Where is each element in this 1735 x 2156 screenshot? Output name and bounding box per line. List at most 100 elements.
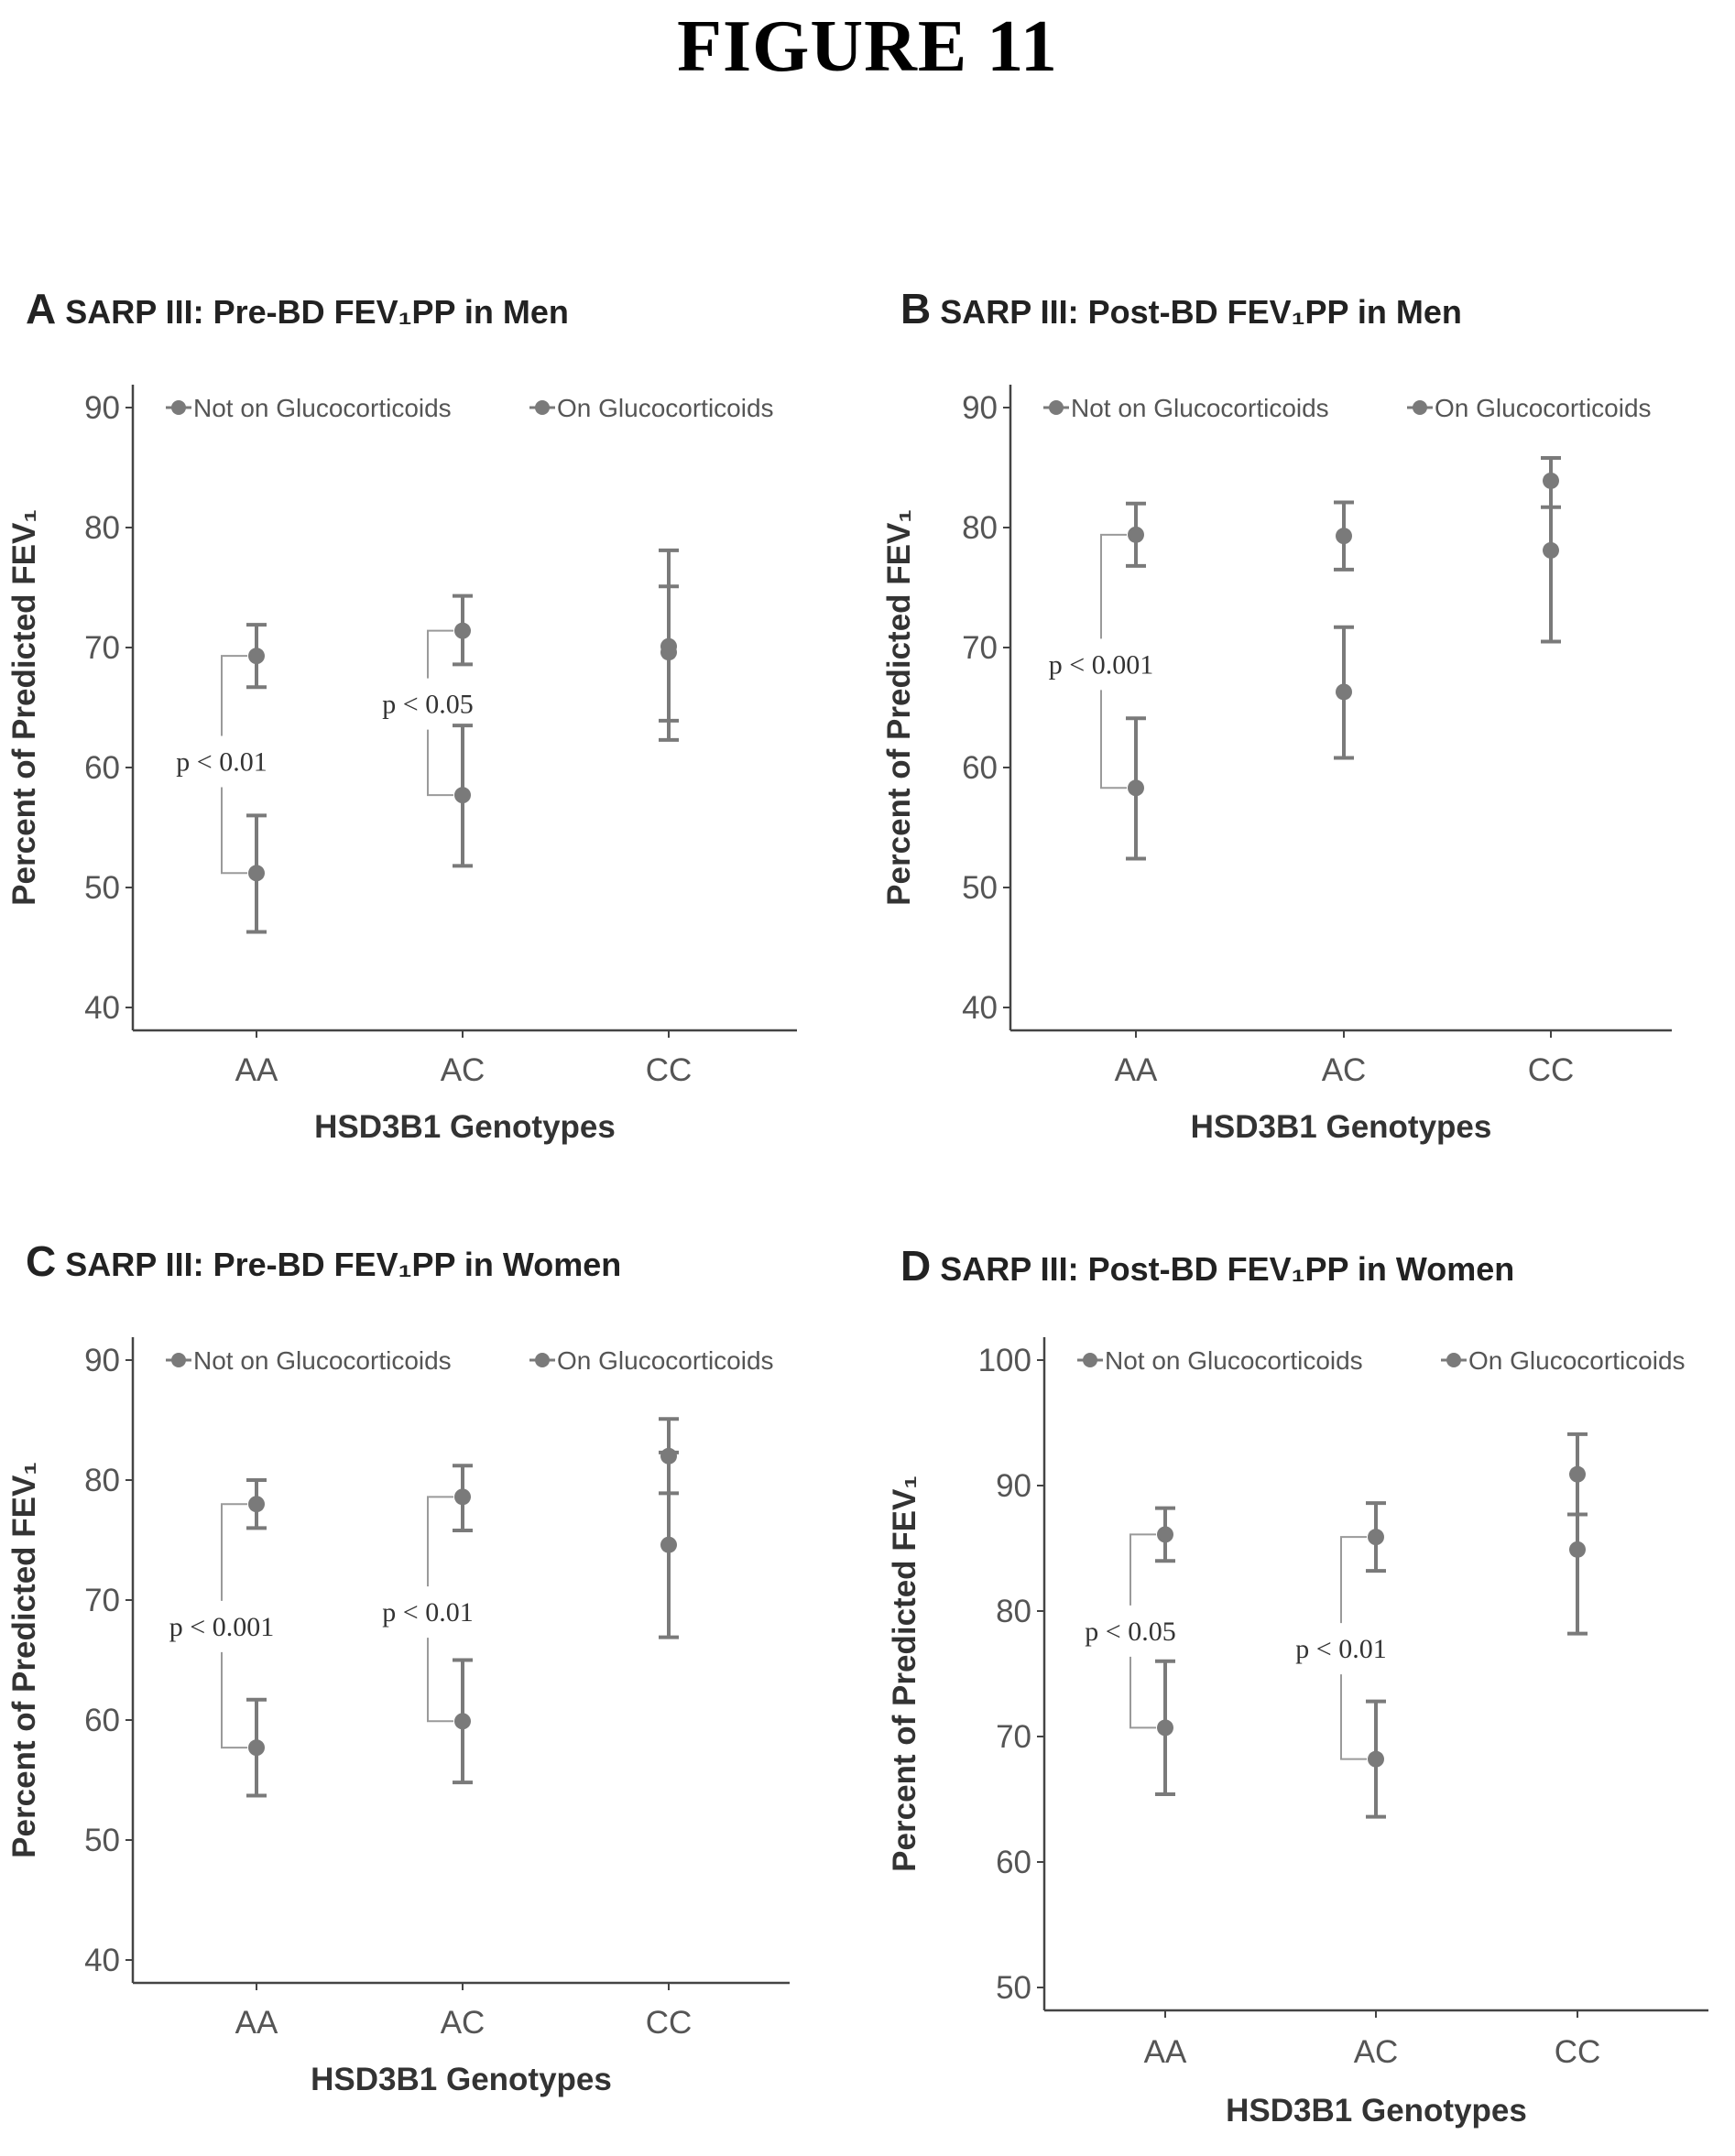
data-point — [1368, 1529, 1384, 1546]
y-tick-label: 80 — [962, 510, 998, 546]
panel-a-title-text: SARP III: Pre-BD FEV₁PP in Men — [65, 293, 569, 331]
data-point — [1368, 1750, 1384, 1768]
y-axis-title: Percent of Predicted FEV₁ — [6, 1462, 42, 1858]
x-tick-label: CC — [646, 1052, 693, 1088]
panel-c-letter: C — [26, 1237, 57, 1285]
significance-label: p < 0.01 — [1295, 1634, 1386, 1664]
significance-bracket — [221, 1503, 247, 1749]
legend-key-marker — [1049, 400, 1064, 415]
x-tick-label: AC — [441, 1052, 486, 1088]
significance-bracket — [1100, 533, 1127, 789]
panel-c-chart: 40 50 60 70 80 90 AA AC CC HSD3B1 Genotypes Percen… — [6, 1337, 790, 2097]
x-axis-title: HSD3B1 Genotypes — [311, 2062, 612, 2097]
y-tick-label: 60 — [84, 750, 120, 786]
y-tick-label: 60 — [962, 750, 998, 786]
x-tick-label: CC — [1528, 1052, 1575, 1088]
data-point — [1157, 1526, 1173, 1543]
significance-bracket — [1129, 1533, 1156, 1729]
data-point — [1569, 1541, 1586, 1558]
panel-a-letter: A — [26, 285, 57, 332]
panel-b-title-text: SARP III: Post-BD FEV₁PP in Men — [940, 293, 1462, 331]
y-tick-label: 50 — [84, 870, 120, 906]
y-tick-label: 100 — [978, 1343, 1031, 1378]
y-tick-label: 90 — [84, 390, 120, 426]
data-point — [1128, 779, 1144, 797]
figure-title: FIGURE 11 — [677, 6, 1058, 87]
significance-bracket — [427, 1496, 453, 1723]
significance-label: p < 0.05 — [1085, 1617, 1175, 1647]
x-tick-label: AC — [1354, 2034, 1399, 2070]
data-point — [660, 644, 677, 661]
y-axis-title: Percent of Predicted FEV₁ — [881, 509, 917, 906]
y-tick-label: 90 — [996, 1468, 1031, 1504]
x-tick-label: CC — [646, 2005, 693, 2041]
data-point — [248, 1496, 265, 1513]
data-point — [1543, 541, 1559, 559]
panel-b-title: B SARP III: Post-BD FEV₁PP in Men — [900, 284, 1462, 333]
legend-key-marker — [1413, 400, 1427, 415]
data-point — [454, 787, 471, 804]
y-tick-label: 50 — [84, 1823, 120, 1858]
data-point — [1128, 526, 1144, 543]
x-tick-label: AA — [1115, 1052, 1158, 1088]
y-tick-label: 40 — [84, 990, 120, 1026]
legend-label: Not on Glucocorticoids — [193, 1346, 452, 1375]
panel-a-title: A SARP III: Pre-BD FEV₁PP in Men — [26, 284, 569, 333]
significance-label: p < 0.001 — [169, 1612, 274, 1642]
x-axis-title: HSD3B1 Genotypes — [1191, 1109, 1492, 1145]
data-point — [1569, 1465, 1586, 1483]
significance-bracket — [221, 655, 247, 875]
x-axis-title: HSD3B1 Genotypes — [314, 1109, 616, 1145]
significance-bracket — [427, 629, 453, 797]
significance-label: p < 0.05 — [382, 690, 473, 720]
y-tick-label: 80 — [84, 510, 120, 546]
panel-d-letter: D — [900, 1242, 932, 1290]
y-tick-label: 40 — [84, 1943, 120, 1978]
y-axis-title: Percent of Predicted FEV₁ — [887, 1475, 922, 1872]
legend-key-marker — [535, 1353, 550, 1367]
x-tick-label: AA — [235, 1052, 278, 1088]
y-tick-label: 40 — [962, 990, 998, 1026]
legend-label: Not on Glucocorticoids — [1071, 394, 1329, 422]
legend-key-marker — [1446, 1353, 1461, 1367]
legend-label: Not on Glucocorticoids — [193, 394, 452, 422]
legend-key-marker — [171, 1353, 186, 1367]
data-point — [1336, 528, 1352, 545]
data-point — [248, 1739, 265, 1757]
legend-label: On Glucocorticoids — [1435, 394, 1652, 422]
legend-key-marker — [1083, 1353, 1097, 1367]
data-point — [454, 1488, 471, 1506]
y-tick-label: 50 — [962, 870, 998, 906]
y-tick-label: 60 — [996, 1845, 1031, 1880]
panel-a-chart: 40 50 60 70 80 90 AA AC CC HSD3B1 Genotypes Percen… — [6, 385, 797, 1145]
y-tick-label: 80 — [996, 1594, 1031, 1629]
significance-label: p < 0.01 — [176, 746, 267, 777]
legend-label: Not on Glucocorticoids — [1105, 1346, 1363, 1375]
y-tick-label: 70 — [996, 1719, 1031, 1755]
x-tick-label: AC — [1322, 1052, 1367, 1088]
y-tick-label: 70 — [84, 630, 120, 666]
data-point — [1157, 1719, 1173, 1737]
panel-b-chart: 40 50 60 70 80 90 AA AC CC HSD3B1 Genotypes Percen… — [881, 385, 1672, 1145]
y-tick-label: 60 — [84, 1703, 120, 1738]
significance-bracket — [1340, 1536, 1367, 1760]
data-point — [454, 622, 471, 639]
data-point — [248, 865, 265, 882]
x-tick-label: CC — [1555, 2034, 1601, 2070]
legend-label: On Glucocorticoids — [1468, 1346, 1686, 1375]
x-tick-label: AA — [1144, 2034, 1187, 2070]
x-tick-label: AA — [235, 2005, 278, 2041]
significance-label: p < 0.01 — [382, 1597, 473, 1628]
data-point — [660, 1536, 677, 1553]
x-axis-title: HSD3B1 Genotypes — [1226, 2093, 1527, 2129]
y-tick-label: 90 — [962, 390, 998, 426]
x-tick-label: AC — [441, 2005, 486, 2041]
panel-d-title-text: SARP III: Post-BD FEV₁PP in Women — [940, 1250, 1515, 1288]
y-tick-label: 70 — [962, 630, 998, 666]
panel-b-letter: B — [900, 285, 932, 332]
panel-c-title: C SARP III: Pre-BD FEV₁PP in Women — [26, 1236, 621, 1286]
significance-label: p < 0.001 — [1049, 649, 1153, 680]
y-tick-label: 80 — [84, 1463, 120, 1498]
y-tick-label: 50 — [996, 1970, 1031, 2006]
panel-c-title-text: SARP III: Pre-BD FEV₁PP in Women — [65, 1246, 622, 1283]
